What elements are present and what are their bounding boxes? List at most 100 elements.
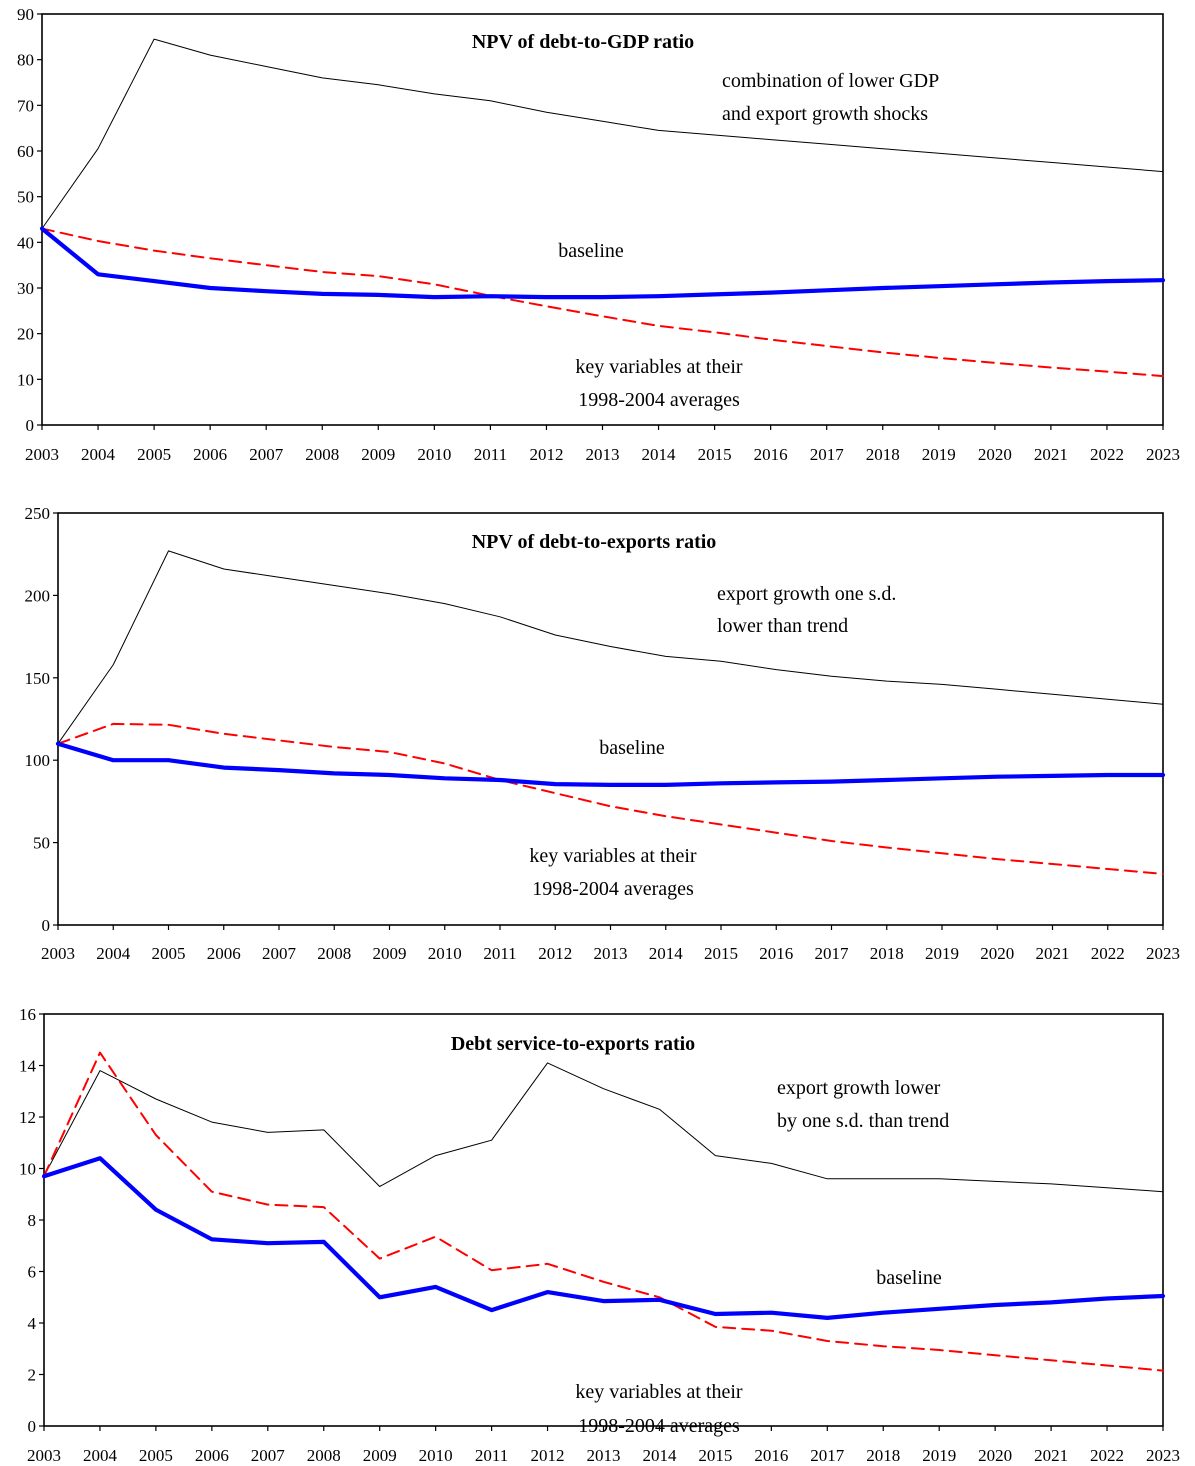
x-tick-label: 2020	[980, 944, 1014, 963]
y-tick-label: 14	[19, 1057, 37, 1076]
chart-npv-debt-to-exports: 0 50 100 150 200 250 2003 2004 2005 2006 2007 2008…	[25, 504, 1181, 963]
annotation-shock-line-2: lower than trend	[717, 615, 848, 637]
x-tick-label: 2009	[361, 445, 395, 464]
series-line-historical	[57, 722, 1164, 875]
x-tick-label: 2008	[317, 944, 351, 963]
y-tick-label: 80	[17, 51, 34, 70]
y-tick-label: 100	[25, 751, 51, 770]
x-axis-ticks: 2003 2004 2005 2006 2007 2008 2009 2010 2011 2012…	[27, 1426, 1180, 1465]
chart-title: NPV of debt-to-GDP ratio	[472, 31, 694, 53]
x-tick-label: 2019	[922, 1446, 956, 1465]
x-tick-label: 2007	[249, 445, 284, 464]
annotation-baseline: baseline	[558, 240, 624, 262]
y-tick-label: 16	[19, 1005, 36, 1024]
y-tick-label: 250	[25, 504, 51, 523]
y-tick-label: 0	[28, 1417, 37, 1436]
x-tick-label: 2004	[96, 944, 131, 963]
annotation-shock-line-2: and export growth shocks	[722, 103, 928, 125]
x-tick-label: 2012	[538, 944, 572, 963]
chart-title: NPV of debt-to-exports ratio	[472, 531, 717, 553]
series-line-historical	[41, 227, 1164, 378]
x-tick-label: 2005	[152, 944, 186, 963]
x-tick-label: 2013	[587, 1446, 621, 1465]
x-tick-label: 2017	[815, 944, 850, 963]
x-tick-label: 2022	[1090, 1446, 1124, 1465]
x-tick-label: 2021	[1034, 445, 1068, 464]
series-line-shock	[43, 1062, 1164, 1193]
x-tick-label: 2005	[137, 445, 171, 464]
x-tick-label: 2018	[866, 1446, 900, 1465]
x-tick-label: 2010	[419, 1446, 453, 1465]
x-tick-label: 2015	[704, 944, 738, 963]
x-tick-label: 2012	[531, 1446, 565, 1465]
y-tick-label: 4	[28, 1314, 37, 1333]
x-tick-label: 2011	[475, 1446, 508, 1465]
y-tick-label: 0	[26, 416, 35, 435]
y-tick-label: 150	[25, 669, 51, 688]
x-tick-label: 2014	[642, 445, 677, 464]
y-tick-label: 20	[17, 325, 34, 344]
x-tick-label: 2004	[81, 445, 116, 464]
y-tick-label: 60	[17, 142, 34, 161]
x-tick-label: 2003	[25, 445, 59, 464]
y-tick-label: 90	[17, 5, 34, 24]
x-tick-label: 2016	[754, 445, 788, 464]
y-axis-ticks: 0 10 20 30 40 50 60 70 80 90	[17, 5, 42, 435]
x-tick-label: 2019	[922, 445, 956, 464]
series-line-baseline	[55, 741, 1166, 787]
y-tick-label: 200	[25, 586, 51, 605]
annotation-shock-line-1: combination of lower GDP	[722, 70, 939, 92]
series-line-shock	[41, 38, 1164, 230]
annotation-baseline: baseline	[876, 1267, 942, 1289]
annotation-historical-line-2: 1998-2004 averages	[578, 1415, 740, 1437]
y-tick-label: 70	[17, 96, 34, 115]
y-axis-ticks: 0 2 4 6 8 10 12 14 16	[19, 1005, 44, 1436]
x-tick-label: 2003	[41, 944, 75, 963]
x-tick-label: 2009	[363, 1446, 397, 1465]
series-line-baseline	[41, 1156, 1166, 1320]
y-tick-label: 12	[19, 1108, 36, 1127]
x-tick-label: 2022	[1091, 944, 1125, 963]
x-tick-label: 2021	[1036, 944, 1070, 963]
x-tick-label: 2007	[251, 1446, 286, 1465]
annotation-historical-line-2: 1998-2004 averages	[578, 389, 740, 411]
x-tick-label: 2015	[698, 1446, 732, 1465]
x-axis-ticks: 2003 2004 2005 2006 2007 2008 2009 2010 2011 2012…	[41, 925, 1180, 963]
x-tick-label: 2019	[925, 944, 959, 963]
x-tick-label: 2003	[27, 1446, 61, 1465]
x-tick-label: 2007	[262, 944, 297, 963]
series-lines	[39, 38, 1166, 378]
x-tick-label: 2011	[483, 944, 516, 963]
annotation-historical-line-1: key variables at their	[529, 845, 696, 867]
x-tick-label: 2008	[305, 445, 339, 464]
x-tick-label: 2005	[139, 1446, 173, 1465]
x-tick-label: 2017	[810, 445, 845, 464]
x-tick-label: 2006	[207, 944, 241, 963]
x-tick-label: 2015	[698, 445, 732, 464]
y-tick-label: 10	[19, 1160, 36, 1179]
y-tick-label: 0	[42, 916, 51, 935]
x-tick-label: 2020	[978, 1446, 1012, 1465]
x-tick-label: 2023	[1146, 944, 1180, 963]
x-tick-label: 2021	[1034, 1446, 1068, 1465]
plot-frame	[43, 1013, 1164, 1427]
annotation-historical-line-1: key variables at their	[575, 356, 742, 378]
annotation-historical-line-2: 1998-2004 averages	[532, 878, 694, 900]
series-line-baseline	[39, 226, 1166, 300]
y-tick-label: 2	[28, 1366, 37, 1385]
series-line-shock	[57, 550, 1164, 745]
x-tick-label: 2018	[866, 445, 900, 464]
x-tick-label: 2012	[529, 445, 563, 464]
y-axis-ticks: 0 50 100 150 200 250	[25, 504, 58, 935]
series-lines	[41, 1051, 1166, 1372]
x-tick-label: 2013	[594, 944, 628, 963]
x-tick-label: 2016	[754, 1446, 788, 1465]
x-tick-label: 2011	[474, 445, 507, 464]
x-tick-label: 2010	[428, 944, 462, 963]
y-tick-label: 40	[17, 233, 34, 252]
x-tick-label: 2020	[978, 445, 1012, 464]
x-tick-label: 2004	[83, 1446, 118, 1465]
x-tick-label: 2008	[307, 1446, 341, 1465]
x-tick-label: 2009	[373, 944, 407, 963]
